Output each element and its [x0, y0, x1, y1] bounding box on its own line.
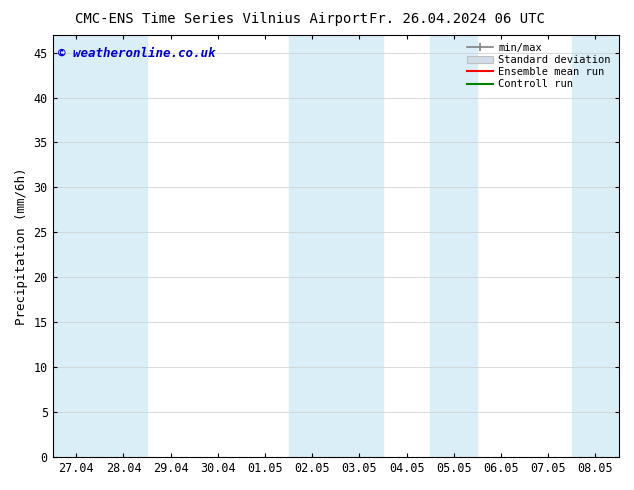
Text: CMC-ENS Time Series Vilnius Airport: CMC-ENS Time Series Vilnius Airport — [75, 12, 368, 26]
Bar — [288, 35, 336, 457]
Bar — [572, 35, 619, 457]
Legend: min/max, Standard deviation, Ensemble mean run, Controll run: min/max, Standard deviation, Ensemble me… — [464, 40, 614, 92]
Bar — [53, 35, 100, 457]
Y-axis label: Precipitation (mm/6h): Precipitation (mm/6h) — [15, 167, 28, 324]
Bar — [430, 35, 477, 457]
Text: © weatheronline.co.uk: © weatheronline.co.uk — [58, 47, 216, 60]
Text: Fr. 26.04.2024 06 UTC: Fr. 26.04.2024 06 UTC — [368, 12, 545, 26]
Bar — [100, 35, 147, 457]
Bar — [336, 35, 383, 457]
